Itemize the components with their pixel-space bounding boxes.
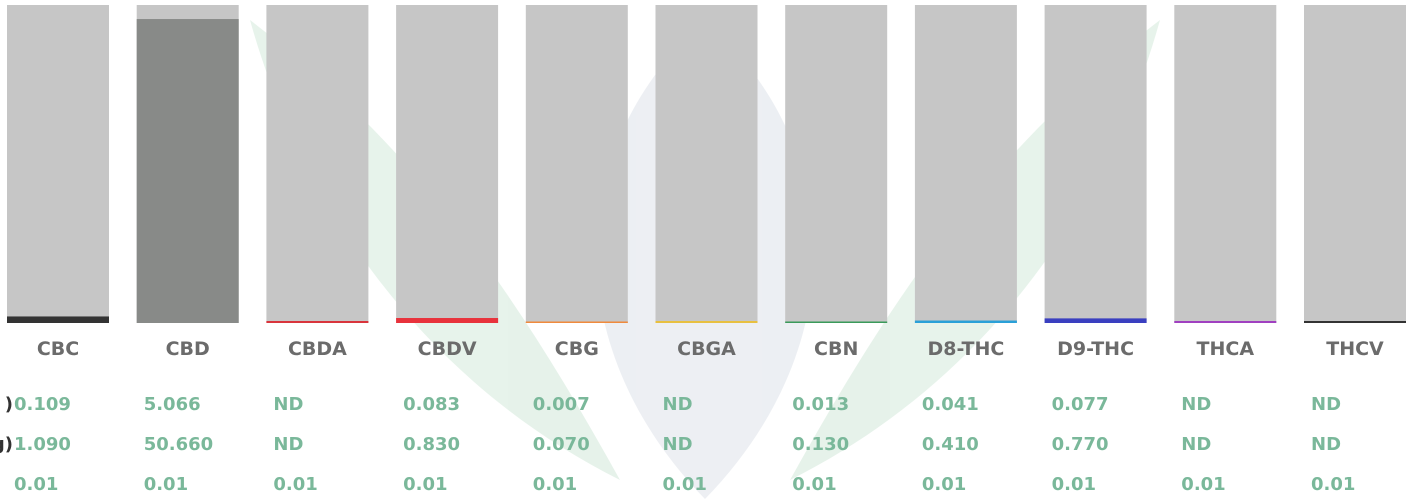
category-label: CBN — [814, 338, 858, 360]
value-label: 1.090 — [14, 434, 71, 455]
value-label: 0.410 — [922, 434, 979, 455]
baseline-stripe — [1174, 321, 1277, 323]
category-label: D9-THC — [1057, 338, 1134, 360]
bar — [7, 316, 109, 323]
row-label: g) — [0, 434, 13, 455]
category-label: THCA — [1197, 338, 1255, 360]
baseline-stripe — [1304, 321, 1406, 323]
bar-background — [396, 5, 499, 323]
category-label: CBGA — [677, 338, 736, 360]
value-label: 0.01 — [403, 474, 447, 495]
value-label: ND — [1181, 394, 1211, 415]
category-label: CBD — [166, 338, 210, 360]
bar-background — [1174, 5, 1277, 323]
value-label: 0.01 — [14, 474, 58, 495]
value-label: 0.013 — [792, 394, 849, 415]
value-label: 0.01 — [533, 474, 577, 495]
value-label: 0.01 — [273, 474, 317, 495]
value-label: 0.01 — [1181, 474, 1225, 495]
bar — [136, 19, 239, 323]
bar — [396, 318, 499, 323]
value-label: 0.007 — [533, 394, 590, 415]
bar-background — [7, 5, 109, 323]
category-label: CBG — [555, 338, 599, 360]
value-label: ND — [663, 394, 693, 415]
baseline-stripe — [655, 321, 758, 323]
value-label: 0.01 — [922, 474, 966, 495]
value-label: ND — [273, 394, 303, 415]
bar — [914, 320, 1017, 323]
value-label: 0.077 — [1052, 394, 1109, 415]
bar-background — [1044, 5, 1147, 323]
value-label: 0.01 — [144, 474, 188, 495]
bar — [525, 321, 628, 323]
value-label: 0.01 — [1052, 474, 1096, 495]
baseline-stripe — [266, 321, 369, 323]
value-label: 0.109 — [14, 394, 71, 415]
value-label: ND — [1311, 434, 1341, 455]
value-label: 0.070 — [533, 434, 590, 455]
bar-background — [785, 5, 888, 323]
bar-background — [1304, 5, 1406, 323]
value-label: ND — [1181, 434, 1211, 455]
value-label: ND — [663, 434, 693, 455]
value-label: 5.066 — [144, 394, 201, 415]
bar-background — [266, 5, 369, 323]
category-label: CBC — [37, 338, 79, 360]
bar-background — [655, 5, 758, 323]
category-label: D8-THC — [927, 338, 1004, 360]
row-label: ) — [5, 394, 13, 415]
value-label: ND — [273, 434, 303, 455]
bar — [1044, 318, 1147, 323]
value-label: 0.01 — [1311, 474, 1355, 495]
value-label: 0.01 — [792, 474, 836, 495]
value-label: ND — [1311, 394, 1341, 415]
bar — [785, 321, 888, 323]
value-label: 50.660 — [144, 434, 213, 455]
category-label: CBDV — [418, 338, 477, 360]
bar-background — [914, 5, 1017, 323]
value-label: 0.830 — [403, 434, 460, 455]
category-label: CBDA — [288, 338, 347, 360]
value-label: 0.083 — [403, 394, 460, 415]
value-label: 0.770 — [1052, 434, 1109, 455]
value-label: 0.01 — [663, 474, 707, 495]
value-label: 0.041 — [922, 394, 979, 415]
bar-background — [525, 5, 628, 323]
category-label: THCV — [1326, 338, 1384, 360]
value-label: 0.130 — [792, 434, 849, 455]
